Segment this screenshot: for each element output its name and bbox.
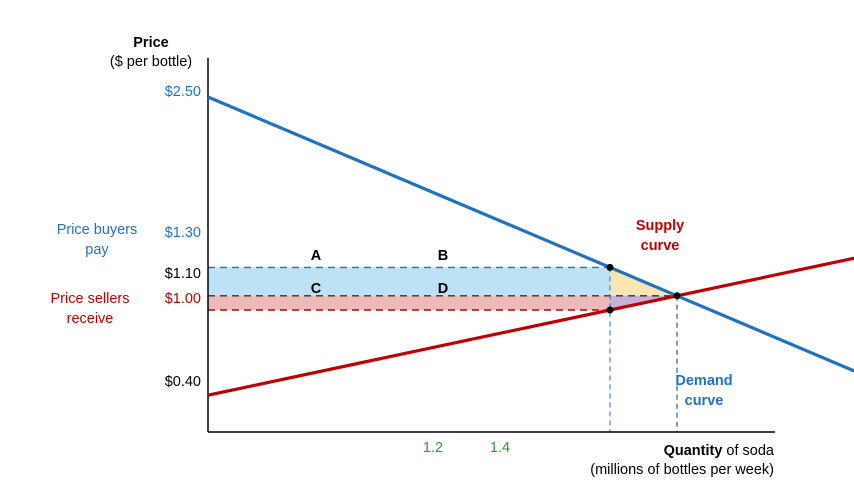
x-axis-title-bold: Quantity bbox=[664, 443, 723, 459]
region-label-a: A bbox=[311, 248, 322, 264]
demand-curve-line bbox=[207, 95, 854, 373]
region-label-b: B bbox=[438, 248, 448, 264]
region-label-c: C bbox=[311, 281, 322, 297]
demand-label-line2: curve bbox=[685, 393, 724, 409]
point-equilibrium bbox=[673, 292, 681, 300]
dashed-guide-lines bbox=[208, 266, 678, 432]
sellers-label-line2: receive bbox=[67, 311, 114, 327]
x-tick-label-1.2: 1.2 bbox=[423, 440, 443, 456]
intersection-points bbox=[606, 263, 681, 314]
sellers-label-line1: Price sellers bbox=[51, 291, 130, 307]
y-tick-label-1.30: $1.30 bbox=[165, 225, 201, 241]
supply-curve-line bbox=[207, 256, 854, 397]
region-a bbox=[208, 267, 610, 296]
supply-label-line1: Supply bbox=[636, 218, 684, 234]
y-tick-label-1.00: $1.00 bbox=[165, 291, 201, 307]
demand-label-line1: Demand bbox=[675, 373, 732, 389]
supply-label-line2: curve bbox=[641, 238, 680, 254]
region-c bbox=[208, 295, 610, 310]
x-tick-label-1.4: 1.4 bbox=[490, 440, 510, 456]
y-tick-label-2.50: $2.50 bbox=[165, 84, 201, 100]
point-buyer-price bbox=[606, 263, 614, 271]
region-label-d: D bbox=[438, 281, 448, 297]
y-tick-label-0.40: $0.40 bbox=[165, 374, 201, 390]
buyers-label-line1: Price buyers bbox=[57, 222, 138, 238]
curves bbox=[207, 95, 854, 397]
y-tick-label-1.10: $1.10 bbox=[165, 266, 201, 282]
x-axis-title: Quantity of soda bbox=[664, 443, 775, 459]
y-axis-title: Price bbox=[133, 35, 168, 51]
axes bbox=[207, 58, 775, 433]
surplus-regions bbox=[208, 267, 677, 310]
x-axis-title-rest: of soda bbox=[722, 443, 775, 459]
y-axis-subtitle: ($ per bottle) bbox=[110, 54, 192, 70]
point-seller-price bbox=[606, 306, 614, 314]
buyers-label-line2: pay bbox=[85, 242, 109, 258]
x-axis-subtitle: (millions of bottles per week) bbox=[590, 462, 774, 478]
